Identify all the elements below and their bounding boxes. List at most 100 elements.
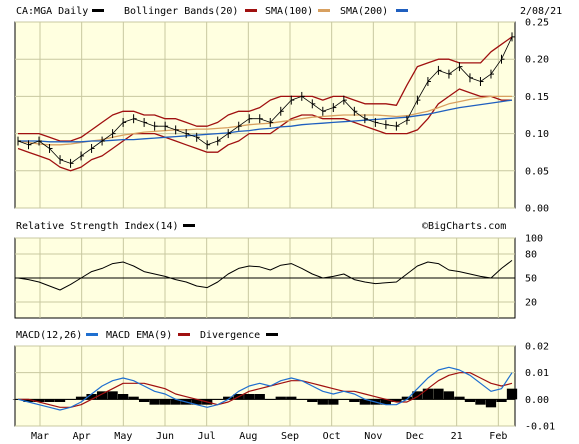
- x-tick-label: Sep: [281, 431, 299, 442]
- legend-macd-ema: MACD EMA(9): [106, 330, 172, 341]
- macd-line: [17, 366, 513, 411]
- x-tick-label: Aug: [239, 431, 257, 442]
- divergence-bar: [328, 399, 339, 405]
- sma200-line: [18, 99, 513, 143]
- y-tick-label: 0.20: [525, 55, 549, 66]
- y-tick-label: 20: [525, 298, 537, 309]
- watermark: ©BigCharts.com: [422, 221, 506, 232]
- divergence-bar: [149, 399, 160, 405]
- divergence-bar: [244, 394, 255, 400]
- divergence-bar: [65, 399, 76, 400]
- divergence-bar: [138, 399, 150, 402]
- legend-sma200: SMA(200): [340, 6, 388, 17]
- y-tick-label: 0.10: [525, 129, 549, 140]
- divergence-bar: [433, 388, 444, 400]
- divergence-bar: [33, 399, 45, 402]
- legend-bollinger: Bollinger Bands(20): [124, 6, 238, 17]
- bollinger-upper-line: [18, 36, 513, 142]
- x-tick-label: Mar: [31, 431, 49, 442]
- divergence-bar: [317, 399, 328, 405]
- y-tick-label: 0.25: [525, 18, 549, 29]
- y-tick-label: 0.00: [525, 204, 549, 215]
- axis-labels: Mar Apr May Jun Jul Aug Sep Oct Nov Dec 21 Feb 0.25 0…: [31, 18, 555, 443]
- legend-macd-ema-swatch: [178, 333, 190, 336]
- legend-macd-swatch: [86, 333, 98, 336]
- grid-lines: [15, 21, 515, 427]
- divergence-bar: [412, 391, 423, 400]
- divergence-bar: [485, 399, 497, 408]
- divergence-bar: [223, 396, 234, 400]
- divergence-bar: [44, 399, 55, 402]
- y-tick-label: 80: [525, 250, 537, 261]
- divergence-bar: [296, 399, 307, 400]
- legend-divergence: Divergence: [200, 330, 260, 341]
- rsi-title-swatch: [183, 224, 195, 227]
- divergence-bar: [212, 399, 223, 400]
- divergence-bar: [391, 399, 402, 402]
- x-tick-label: Nov: [364, 431, 382, 442]
- legend-sma200-swatch: [396, 9, 408, 12]
- divergence-bar: [349, 399, 360, 402]
- legend-sma100-swatch: [318, 9, 330, 12]
- divergence-bar: [107, 391, 118, 400]
- divergence-bar: [128, 396, 139, 400]
- divergence-bar: [454, 396, 465, 400]
- divergence-bar: [160, 399, 171, 405]
- legend-divergence-swatch: [266, 333, 278, 336]
- chart-date: 2/08/21: [520, 6, 562, 17]
- macd-signal-line: [18, 372, 513, 408]
- price-title: CA:MGA Daily: [16, 6, 88, 17]
- x-tick-label: Jun: [156, 431, 174, 442]
- price-title-swatch: [92, 9, 104, 12]
- x-tick-label: Dec: [406, 431, 424, 442]
- rsi-line: [17, 260, 513, 291]
- divergence-bar: [496, 399, 507, 402]
- divergence-bar: [275, 396, 286, 400]
- divergence-bar: [86, 394, 97, 400]
- x-tick-label: 21: [451, 431, 463, 442]
- divergence-bar: [254, 394, 265, 400]
- divergence-bar: [443, 391, 455, 400]
- y-tick-label: 0.15: [525, 92, 549, 103]
- divergence-bar: [380, 399, 392, 405]
- divergence-bar: [191, 399, 202, 405]
- legend-bollinger-swatch: [245, 9, 257, 12]
- price-line: [17, 36, 513, 164]
- divergence-bar: [286, 396, 297, 400]
- macd-title: MACD(12,26): [16, 330, 82, 341]
- divergence-bar: [265, 399, 276, 400]
- divergence-bar: [475, 399, 486, 405]
- divergence-bar: [170, 399, 181, 405]
- divergence-bar: [359, 399, 370, 405]
- divergence-bar: [75, 396, 87, 400]
- y-tick-label: 0.00: [525, 395, 549, 406]
- divergence-bar: [422, 388, 434, 400]
- x-tick-label: May: [114, 431, 132, 442]
- divergence-bar: [464, 399, 476, 402]
- x-tick-label: Feb: [489, 431, 507, 442]
- divergence-bar: [54, 399, 66, 402]
- rsi-title: Relative Strength Index(14): [16, 221, 179, 232]
- y-tick-label: 50: [525, 274, 537, 285]
- divergence-bar: [23, 399, 34, 402]
- y-tick-label: -0.01: [525, 422, 555, 433]
- x-tick-label: Jul: [198, 431, 216, 442]
- y-tick-label: 0.02: [525, 342, 549, 353]
- y-tick-label: 0.05: [525, 166, 549, 177]
- legend-sma100: SMA(100): [265, 6, 313, 17]
- plot-series: [12, 32, 518, 411]
- sma100-line: [17, 95, 512, 146]
- divergence-bar: [338, 399, 349, 400]
- x-tick-label: Apr: [73, 431, 91, 442]
- y-tick-label: 100: [525, 234, 543, 245]
- x-tick-label: Oct: [323, 431, 341, 442]
- divergence-bar: [96, 391, 108, 400]
- bollinger-lower-line: [17, 88, 512, 172]
- divergence-bar: [506, 388, 518, 400]
- macd-panel: [14, 345, 516, 427]
- divergence-bar: [401, 396, 413, 400]
- y-tick-label: 0.01: [525, 368, 549, 379]
- divergence-bar: [307, 399, 318, 402]
- price-panel: [14, 21, 516, 209]
